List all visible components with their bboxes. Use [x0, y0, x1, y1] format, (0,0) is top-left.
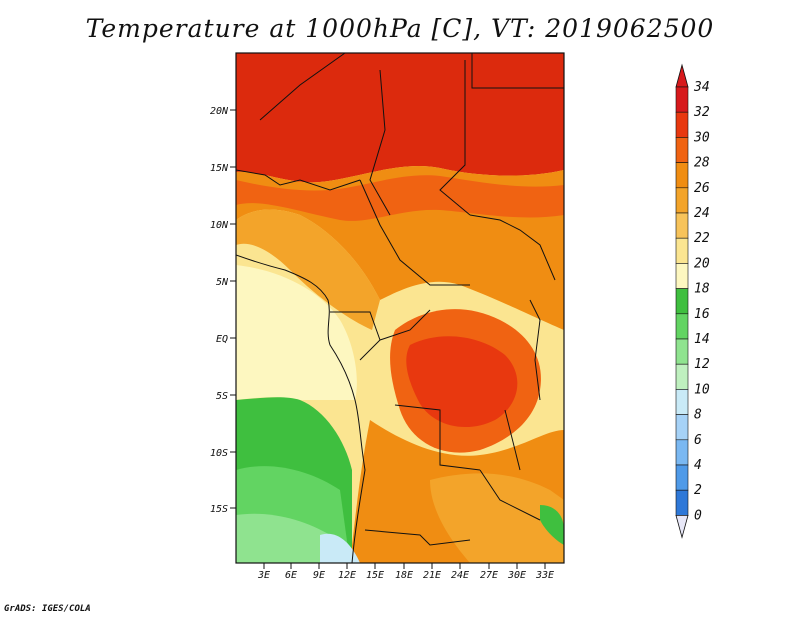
colorbar-swatch — [675, 338, 689, 365]
lat-label: EQ — [216, 334, 228, 345]
colorbar-label: 24 — [694, 206, 710, 221]
lon-label: 24E — [451, 570, 469, 581]
lat-label: 5N — [216, 277, 229, 288]
colorbar-label: 34 — [693, 80, 710, 95]
lon-label: 21E — [423, 570, 441, 581]
lat-label: 15N — [210, 163, 229, 174]
colorbar-label: 20 — [694, 256, 710, 271]
lon-label: 9E — [313, 570, 325, 581]
colorbar-swatch — [675, 389, 689, 415]
colorbar-label: 14 — [694, 332, 710, 347]
lon-label: 27E — [480, 570, 498, 581]
lat-label: 20N — [210, 106, 229, 117]
colorbar-swatch — [675, 439, 689, 466]
colorbar-label: 16 — [694, 307, 710, 322]
map-frame — [235, 52, 565, 564]
colorbar-swatch — [675, 86, 689, 113]
colorbar-swatch — [675, 212, 689, 239]
colorbar-swatch — [675, 162, 689, 189]
colorbar-swatch — [675, 313, 689, 340]
lon-label: 30E — [507, 570, 526, 581]
colorbar-label: 32 — [693, 105, 710, 120]
lon-label: 15E — [366, 570, 384, 581]
colorbar-swatch — [675, 263, 689, 289]
colorbar-label: 6 — [694, 433, 702, 448]
colorbar-swatch — [675, 237, 689, 264]
colorbar-label: 0 — [694, 508, 702, 523]
colorbar-swatch — [675, 464, 689, 491]
colorbar-label: 28 — [694, 156, 710, 171]
colorbar-swatch — [675, 489, 689, 516]
lon-label: 6E — [285, 570, 297, 581]
lat-label: 10S — [210, 448, 228, 459]
colorbar-label: 18 — [694, 282, 710, 297]
lon-label: 33E — [535, 570, 554, 581]
colorbar-swatch — [675, 137, 689, 163]
colorbar-label: 8 — [694, 408, 702, 423]
colorbar-label: 22 — [694, 231, 710, 246]
colorbar-swatch — [675, 363, 689, 390]
colorbar-label: 10 — [694, 382, 710, 397]
colorbar-label: 2 — [694, 483, 702, 498]
colorbar-label: 26 — [694, 181, 710, 196]
colorbar-swatch — [675, 414, 689, 441]
latitude-axis: 20N 15N 10N 5N EQ 5S 10S 15S — [210, 106, 236, 515]
colorbar-bottom-arrow — [675, 515, 689, 539]
colorbar-label: 30 — [693, 130, 710, 145]
map-title: Temperature at 1000hPa [C], VT: 20190625… — [85, 14, 715, 43]
colorbar-swatch — [675, 111, 689, 138]
lat-label: 15S — [210, 504, 228, 515]
colorbar-top-arrow — [675, 63, 689, 88]
lat-label: 5S — [216, 391, 228, 402]
longitude-axis: 3E 6E 9E 12E 15E 18E 21E 24E 27E 30E 33E — [257, 563, 554, 581]
grads-credit: GrADS: IGES/COLA — [4, 604, 91, 614]
lon-label: 18E — [395, 570, 413, 581]
lon-label: 12E — [338, 570, 356, 581]
colorbar-label: 4 — [694, 458, 702, 473]
lon-label: 3E — [257, 570, 270, 581]
lat-label: 10N — [210, 220, 229, 231]
temperature-field — [236, 53, 564, 563]
colorbar-swatch — [675, 187, 689, 214]
colorbar-label: 12 — [694, 357, 710, 372]
colorbar-swatch — [675, 288, 689, 315]
